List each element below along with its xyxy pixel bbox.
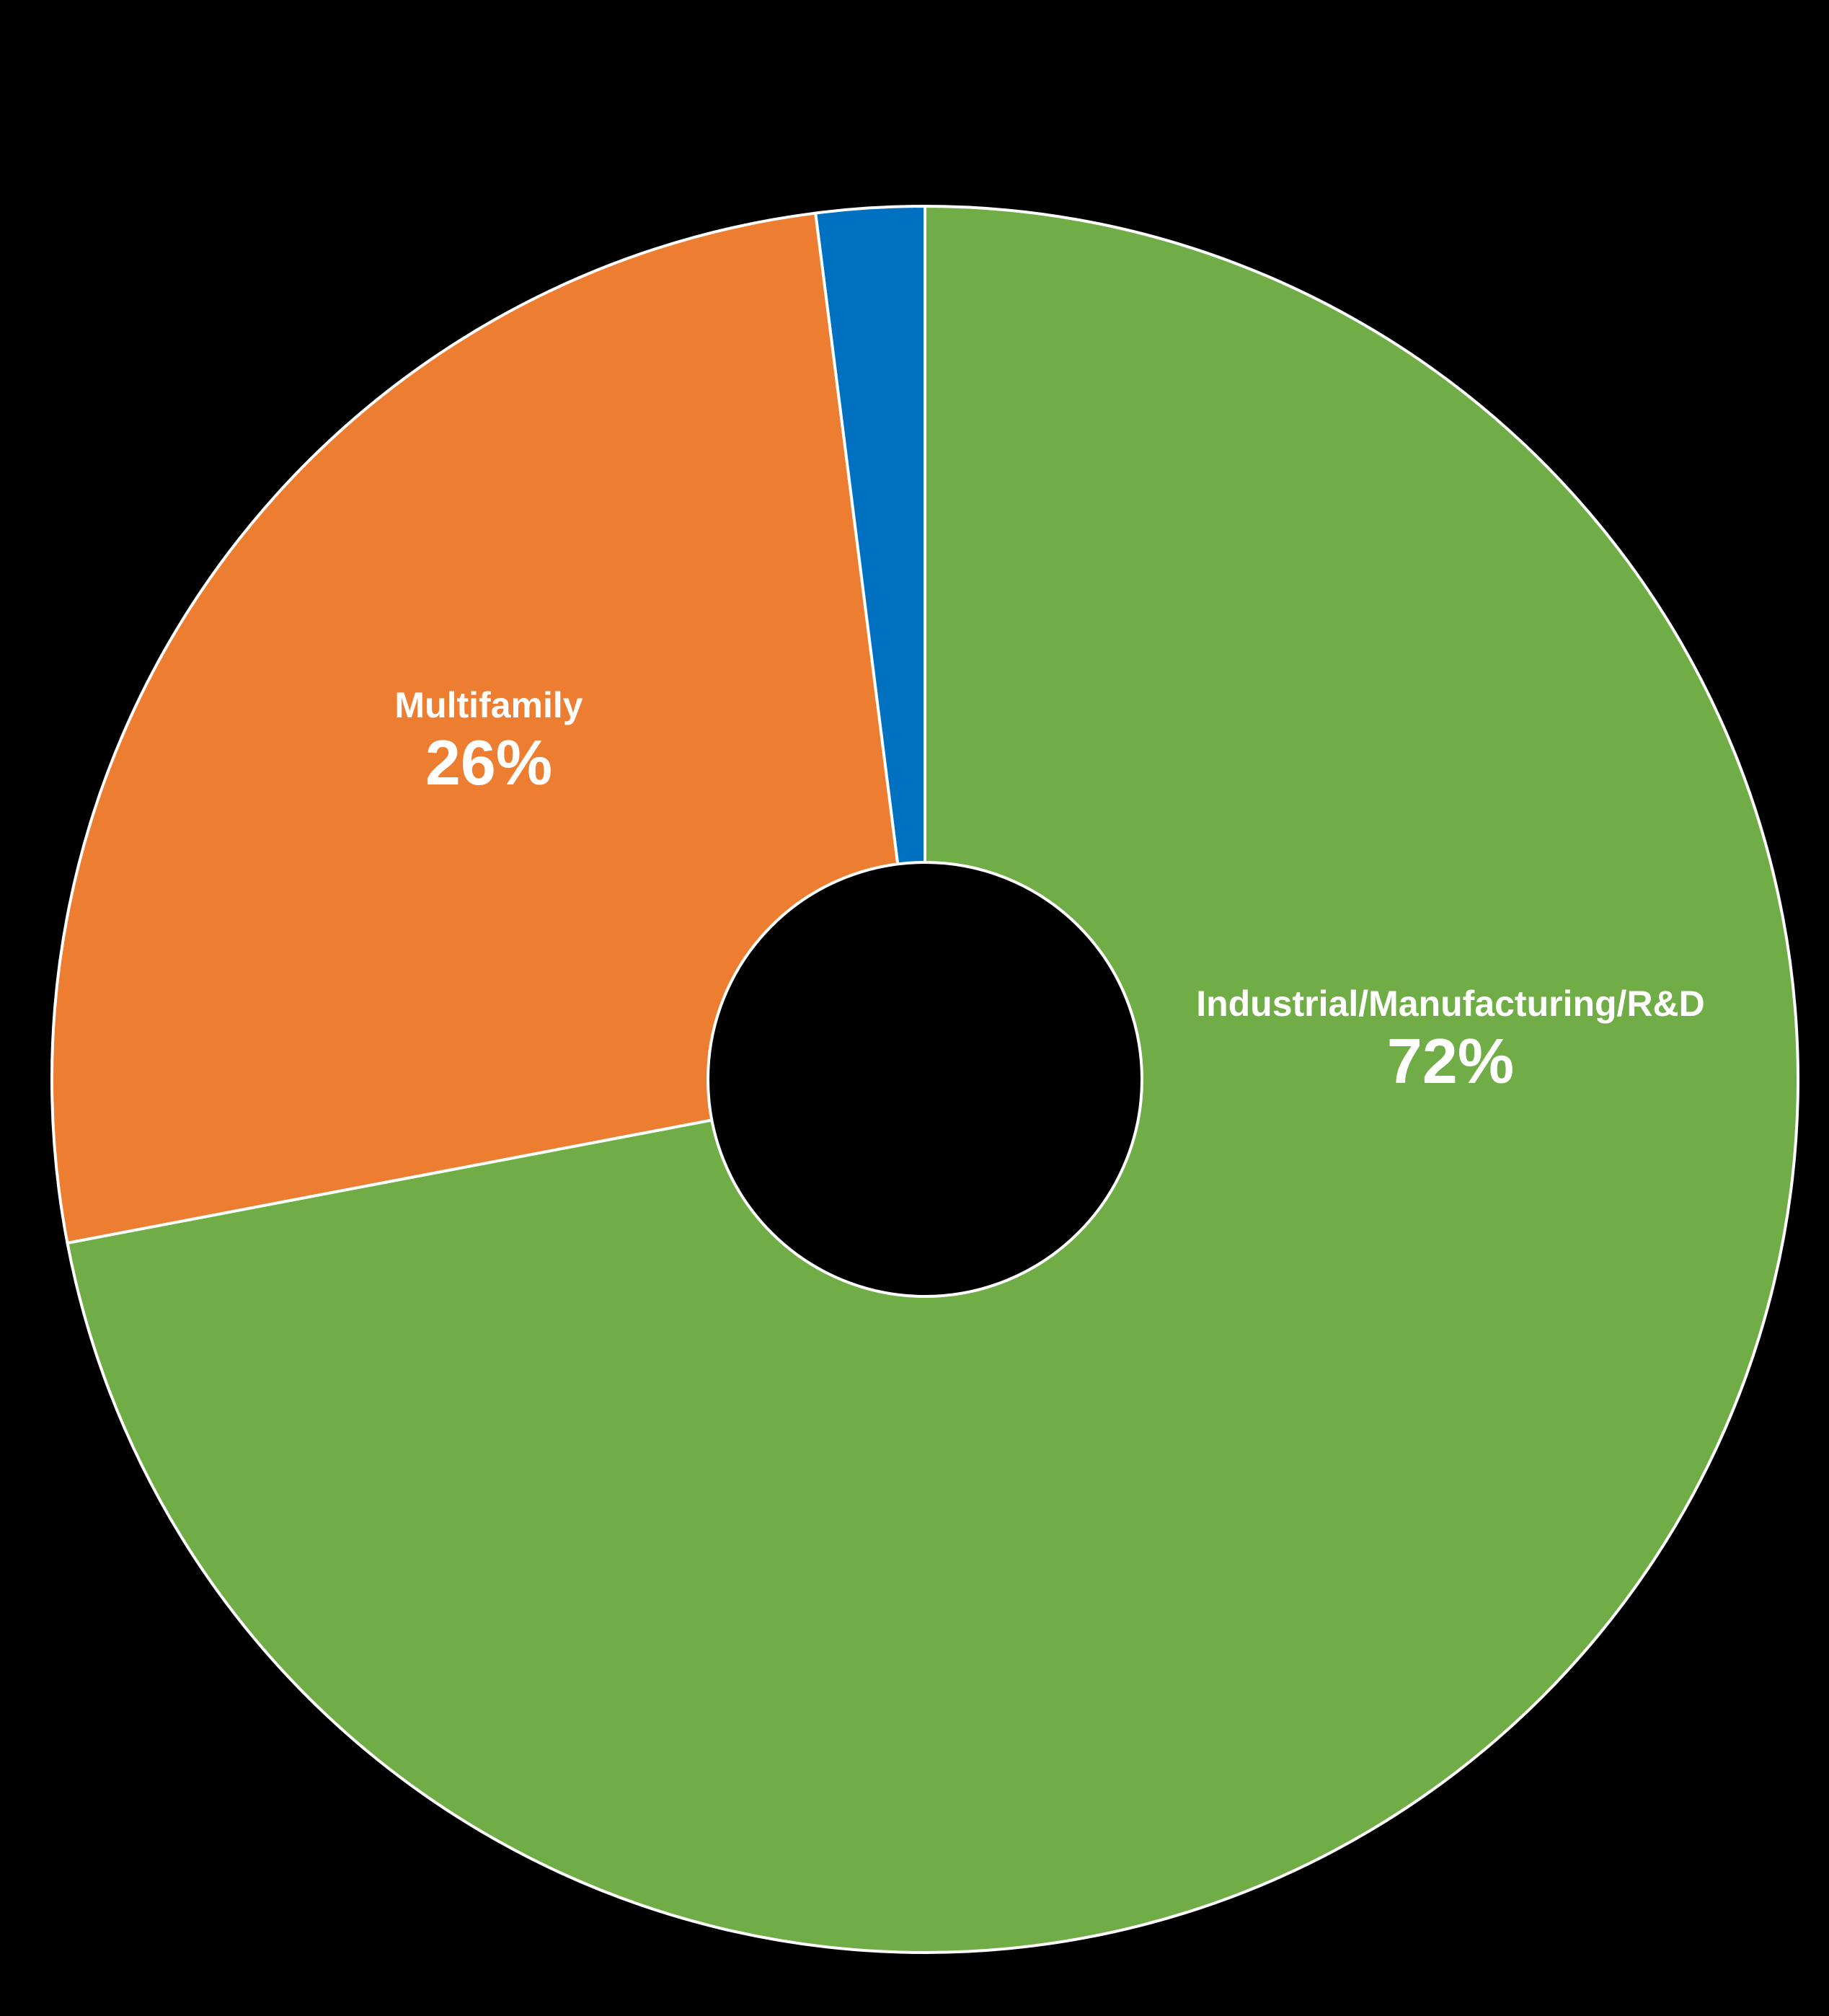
multifamily-percent: 26% (425, 727, 553, 798)
slice-other (813, 204, 926, 1080)
multifamily-label: Multifamily (394, 685, 583, 725)
slice-multifamily (50, 211, 927, 1245)
slice-label-multifamily: Multifamily 26% (394, 684, 583, 799)
doughnut-hole (707, 861, 1143, 1298)
industrial-percent: 72% (1386, 1025, 1515, 1097)
industrial-label: Industrial/Manufacturing/R&D (1196, 983, 1705, 1024)
slice-label-industrial: Industrial/Manufacturing/R&D 72% (1196, 982, 1705, 1097)
